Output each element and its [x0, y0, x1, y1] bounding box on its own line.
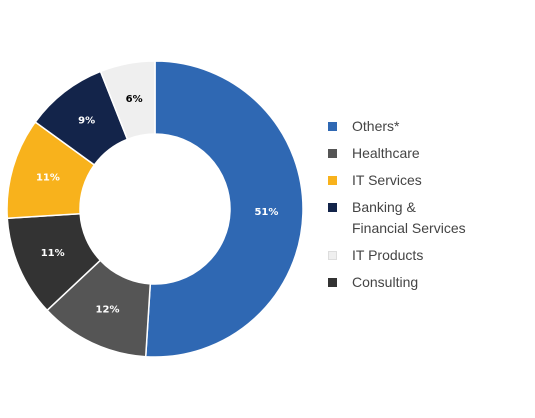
- slice-value-label: 9%: [78, 115, 95, 126]
- donut-chart: 51% 12% 11% 11% 9% 6%: [6, 60, 304, 358]
- legend-swatch: [328, 149, 337, 158]
- slice-value-label: 11%: [41, 248, 65, 259]
- legend-item: Healthcare: [328, 143, 528, 164]
- legend: Others* Healthcare IT Services Banking & Fin…: [328, 116, 528, 299]
- slice-value-label: 12%: [96, 304, 120, 315]
- legend-swatch: [328, 251, 337, 260]
- legend-label: Healthcare: [352, 145, 420, 161]
- slice-value-label: 51%: [254, 207, 278, 218]
- legend-swatch: [328, 278, 337, 287]
- slice-value-label: 6%: [126, 94, 143, 105]
- legend-label: Consulting: [352, 274, 419, 290]
- legend-label: Banking &: [352, 199, 416, 215]
- legend-swatch: [328, 122, 337, 131]
- legend-swatch: [328, 176, 337, 185]
- legend-swatch: [328, 203, 337, 212]
- donut-slice: [99, 60, 156, 141]
- slice-value-label: 11%: [36, 172, 60, 183]
- legend-label: Financial Services: [352, 220, 466, 236]
- legend-item: Banking & Financial Services: [328, 197, 528, 239]
- legend-item: IT Products: [328, 245, 528, 266]
- legend-label: IT Products: [352, 247, 424, 263]
- donut-slice: [144, 60, 304, 358]
- legend-item: Others*: [328, 116, 528, 137]
- legend-label: Others*: [352, 118, 400, 134]
- legend-label: IT Services: [352, 172, 422, 188]
- legend-item: Consulting: [328, 272, 528, 293]
- legend-item: IT Services: [328, 170, 528, 191]
